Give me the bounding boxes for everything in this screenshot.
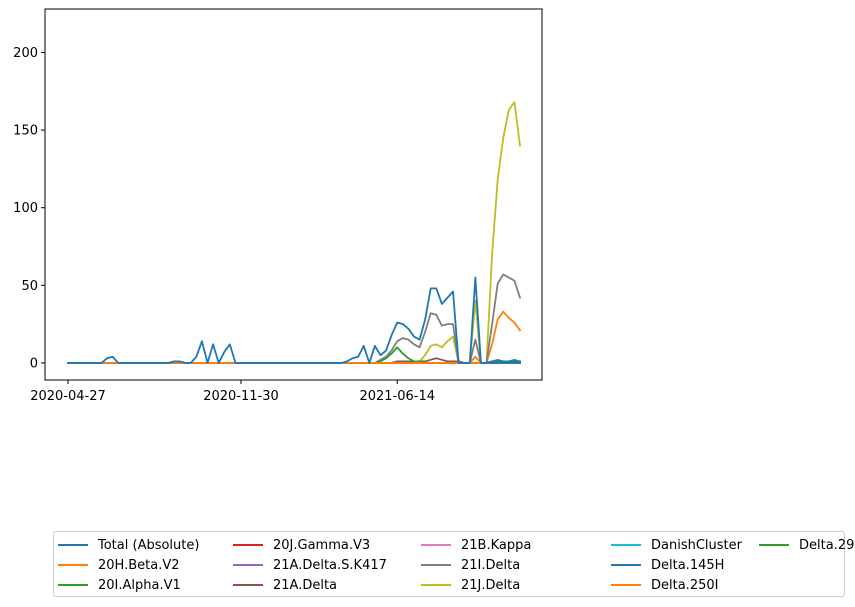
legend-label: 20I.Alpha.V1: [98, 577, 181, 593]
legend-swatch: [421, 564, 451, 566]
legend-label: 20J.Gamma.V3: [273, 537, 371, 553]
legend-swatch: [58, 584, 88, 586]
y-tick-label: 50: [21, 279, 38, 294]
legend-swatch: [611, 544, 641, 546]
legend-item: 21A.Delta.S.K417: [233, 555, 387, 575]
chart-canvas: 0 50 100 150 200 2020-04-27 2020-11-30 2021-06…: [13, 8, 543, 404]
legend-swatch: [759, 544, 789, 546]
legend-swatch: [611, 584, 641, 586]
y-tick-label: 150: [13, 124, 38, 139]
x-axis-ticks: 2020-04-27 2020-11-30 2021-06-14: [30, 380, 435, 404]
plot-frame: [44, 8, 543, 381]
x-tick-label: 2021-06-14: [359, 389, 435, 404]
y-tick-label: 0: [30, 356, 38, 371]
legend-swatch: [233, 584, 263, 586]
legend-label: DanishCluster: [651, 537, 742, 553]
legend-item: 21B.Kappa: [421, 535, 531, 555]
legend-swatch: [58, 564, 88, 566]
legend-label: 21A.Delta: [273, 577, 338, 593]
legend-swatch: [233, 544, 263, 546]
legend-swatch: [58, 544, 88, 546]
x-tick-label: 2020-11-30: [203, 389, 279, 404]
legend-item: 21I.Delta: [421, 555, 520, 575]
legend: Total (Absolute) 20H.Beta.V2 20I.Alpha.V1 2…: [53, 531, 855, 597]
y-axis-ticks: 0 50 100 150 200: [13, 46, 45, 371]
legend-item: 20J.Gamma.V3: [233, 535, 370, 555]
legend-item: DanishCluster: [611, 535, 742, 555]
legend-item: 21A.Delta: [233, 575, 337, 595]
legend-item: Delta.299I: [759, 535, 855, 555]
legend-item: Delta.145H: [611, 555, 724, 575]
legend-label: Delta.250I: [651, 577, 719, 593]
x-tick-label: 2020-04-27: [30, 389, 106, 404]
legend-label: 21J.Delta: [461, 577, 521, 593]
series-lines: [67, 101, 522, 364]
legend-swatch: [421, 544, 451, 546]
legend-label: 21I.Delta: [461, 557, 521, 573]
legend-item: Total (Absolute): [58, 535, 199, 555]
y-tick-label: 200: [13, 46, 38, 61]
y-tick-label: 100: [13, 201, 38, 216]
series-line-21i-delta: [67, 273, 522, 364]
legend-swatch: [233, 564, 263, 566]
legend-item: 20I.Alpha.V1: [58, 575, 181, 595]
axes-frame: [44, 8, 543, 381]
series-line-total-absolute-: [67, 276, 521, 364]
legend-label: 21A.Delta.S.K417: [273, 557, 387, 573]
legend-label: Total (Absolute): [98, 537, 200, 553]
legend-swatch: [421, 584, 451, 586]
legend-item: 21J.Delta: [421, 575, 520, 595]
legend-swatch: [611, 564, 641, 566]
legend-label: 21B.Kappa: [461, 537, 532, 553]
legend-item: Delta.250I: [611, 575, 718, 595]
legend-label: Delta.299I: [799, 537, 855, 553]
legend-label: 20H.Beta.V2: [98, 557, 180, 573]
legend-label: Delta.145H: [651, 557, 725, 573]
legend-item: 20H.Beta.V2: [58, 555, 180, 575]
